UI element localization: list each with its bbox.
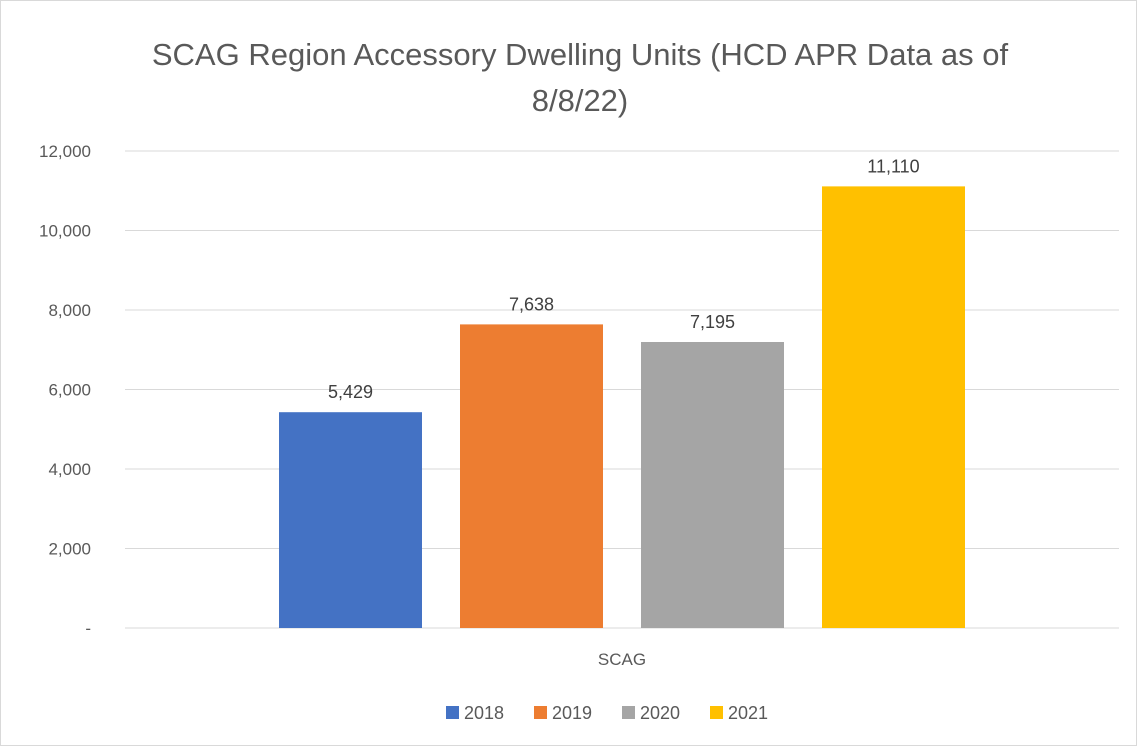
data-label-2019: 7,638 (509, 294, 554, 314)
legend-swatch-2021 (710, 706, 723, 719)
x-axis-tick-labels: SCAG (598, 650, 646, 669)
y-tick-label: 6,000 (48, 381, 91, 400)
y-tick-label: 4,000 (48, 460, 91, 479)
data-labels: 5,429 7,638 7,195 11,110 (328, 156, 920, 402)
y-axis-tick-labels: - 2,000 4,000 6,000 8,000 10,000 12,000 (39, 142, 91, 638)
legend-label-2019: 2019 (552, 703, 592, 723)
gridlines (125, 150, 1119, 629)
y-tick-label: 8,000 (48, 301, 91, 320)
bar-2021 (822, 186, 965, 628)
y-tick-label: 12,000 (39, 142, 91, 161)
legend-swatch-2020 (622, 706, 635, 719)
chart-title-line-2: 8/8/22) (532, 83, 629, 118)
data-label-2018: 5,429 (328, 382, 373, 402)
y-tick-label: 2,000 (48, 540, 91, 559)
x-tick-label: SCAG (598, 650, 646, 669)
y-tick-label: 10,000 (39, 222, 91, 241)
data-label-2021: 11,110 (867, 156, 919, 176)
legend: 2018 2019 2020 2021 (446, 703, 768, 723)
chart-title: SCAG Region Accessory Dwelling Units (HC… (152, 37, 1009, 118)
data-label-2020: 7,195 (690, 312, 735, 332)
bar-2020 (641, 341, 784, 628)
chart-title-line-1: SCAG Region Accessory Dwelling Units (HC… (152, 37, 1009, 72)
bar-2018 (279, 412, 422, 628)
legend-label-2020: 2020 (640, 703, 680, 723)
legend-swatch-2018 (446, 706, 459, 719)
y-tick-label: - (85, 619, 91, 638)
bar-2019 (460, 324, 603, 628)
legend-label-2021: 2021 (728, 703, 768, 723)
legend-swatch-2019 (534, 706, 547, 719)
legend-label-2018: 2018 (464, 703, 504, 723)
bars (279, 186, 965, 628)
